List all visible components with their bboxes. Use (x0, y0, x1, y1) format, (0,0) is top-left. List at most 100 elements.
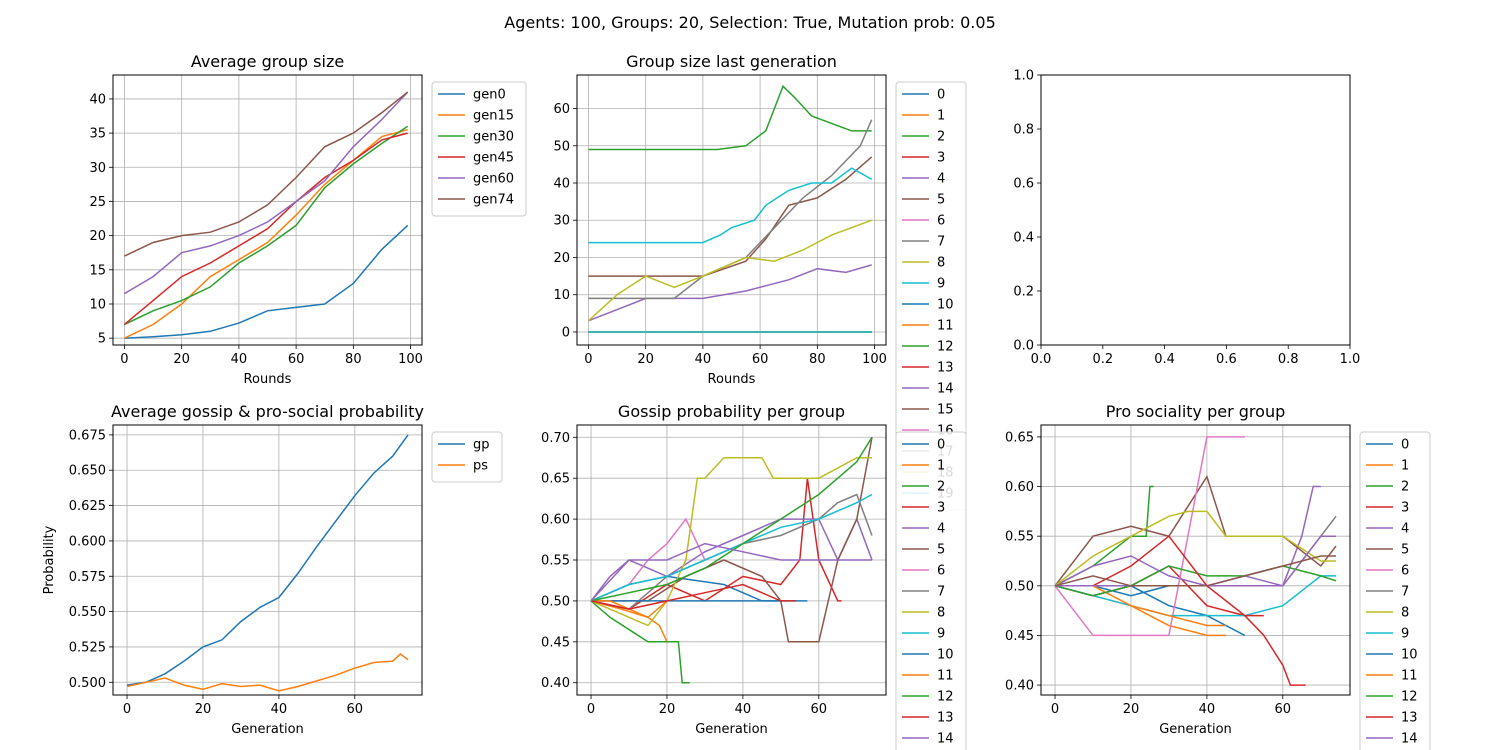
series-line-9 (1054, 575, 1336, 617)
axes-frame (112, 74, 423, 346)
y-tick-label: 50 (553, 139, 570, 154)
y-tick-label: 25 (89, 195, 106, 210)
x-tick-label: 80 (345, 352, 362, 367)
x-tick-label: 0.2 (1092, 352, 1113, 367)
series-group (587, 84, 873, 333)
series-line-gen30 (124, 125, 409, 326)
legend-label: 9 (1401, 627, 1409, 642)
series-line-0 (590, 575, 808, 602)
x-axis-label: Generation (695, 722, 768, 737)
x-tick-label: 100 (398, 352, 423, 367)
x-tick-label: 0.0 (1031, 352, 1052, 367)
x-tick-label: 80 (809, 352, 826, 367)
subplot-3: 0 20 40 60 0.500 0.525 0.550 0.575 0.600 0.625 0.6… (42, 402, 503, 737)
series-group (123, 91, 409, 339)
x-tick-label: 60 (347, 702, 364, 717)
series-line-ps (126, 653, 409, 692)
legend-label: gen74 (473, 193, 514, 208)
x-tick-label: 20 (637, 352, 654, 367)
y-tick-label: 0.40 (1005, 679, 1034, 694)
legend-frame (895, 431, 967, 750)
legend-label: 9 (937, 277, 945, 292)
y-tick-label: 0.55 (541, 554, 570, 569)
legend-label: 14 (937, 382, 954, 397)
legend-label: 10 (1401, 648, 1418, 663)
axes-frame (1040, 424, 1351, 696)
y-tick-label: 10 (89, 297, 106, 312)
y-tick-label: 0.45 (541, 635, 570, 650)
y-tick-label: 0.6 (1013, 177, 1034, 192)
legend-label: 12 (937, 690, 954, 705)
legend-label: 2 (937, 130, 945, 145)
y-tick-label: 0.40 (541, 676, 570, 691)
subplot-2: 0.0 0.2 0.4 0.6 0.8 1.0 0.0 0.2 0.4 0.6 0.8 1.0 (1013, 69, 1360, 368)
series-line-14 (590, 542, 872, 602)
series-line-5 (588, 156, 873, 277)
y-tick-label: 0.4 (1013, 231, 1034, 246)
x-tick-label: 40 (735, 702, 752, 717)
y-tick-label: 0.675 (69, 428, 106, 443)
legend-label: gen0 (473, 88, 506, 103)
x-tick-label: 20 (659, 702, 676, 717)
series-line-3 (590, 478, 842, 610)
legend-label: 7 (937, 235, 945, 250)
legend-label: 4 (937, 172, 945, 187)
y-tick-label: 0.50 (1005, 579, 1034, 594)
legend-label: 15 (937, 403, 954, 418)
series-line-gen60 (124, 91, 409, 295)
y-tick-label: 0.45 (1005, 629, 1034, 644)
legend-label: gen45 (473, 151, 514, 166)
legend-label: 8 (1401, 606, 1409, 621)
x-tick-label: 40 (271, 702, 288, 717)
subplot-title: Average gossip & pro-social probability (111, 402, 424, 421)
x-tick-label: 100 (862, 352, 887, 367)
legend-label: 6 (937, 564, 945, 579)
x-tick-label: 0.8 (1278, 352, 1299, 367)
subplot-title: Average group size (191, 52, 344, 71)
series-line-8 (590, 456, 872, 627)
x-tick-label: 60 (1275, 702, 1292, 717)
y-axis-label: Probability (42, 525, 57, 594)
series-line-gen15 (124, 128, 408, 339)
axes-frame (1040, 74, 1351, 346)
y-tick-label: 0.650 (69, 464, 106, 479)
series-line-12 (590, 436, 873, 602)
x-tick-label: 40 (695, 352, 712, 367)
y-tick-label: 15 (89, 263, 106, 278)
series-line-9 (588, 167, 873, 244)
x-tick-label: 20 (173, 352, 190, 367)
legend-label: 11 (937, 319, 954, 334)
legend-label: 5 (1401, 543, 1409, 558)
legend-label: 8 (937, 256, 945, 271)
series-line-8 (1054, 510, 1336, 587)
x-axis-label: Generation (1159, 722, 1232, 737)
x-tick-label: 60 (752, 352, 769, 367)
y-tick-label: 0.65 (1005, 430, 1034, 445)
y-tick-label: 20 (89, 229, 106, 244)
legend-label: 13 (937, 711, 954, 726)
subplot-title: Pro sociality per group (1106, 402, 1286, 421)
series-line-7 (590, 493, 873, 610)
series-group (126, 434, 409, 692)
y-tick-label: 0.60 (541, 513, 570, 528)
series-line-2 (590, 600, 690, 684)
legend-label: gp (473, 438, 490, 453)
series-line-15 (1054, 555, 1336, 587)
series-line-gen74 (124, 91, 409, 257)
subplot-title: Group size last generation (626, 52, 837, 71)
x-tick-label: 0 (587, 702, 595, 717)
x-tick-label: 0 (584, 352, 592, 367)
x-axis-label: Rounds (708, 372, 756, 387)
y-tick-label: 0.60 (1005, 480, 1034, 495)
series-line-8 (587, 219, 872, 322)
legend-label: ps (473, 459, 488, 474)
axes-frame (576, 74, 887, 346)
legend-label: 5 (937, 193, 945, 208)
x-tick-label: 20 (195, 702, 212, 717)
legend-label: 7 (937, 585, 945, 600)
legend-label: 11 (937, 669, 954, 684)
y-tick-label: 10 (553, 288, 570, 303)
